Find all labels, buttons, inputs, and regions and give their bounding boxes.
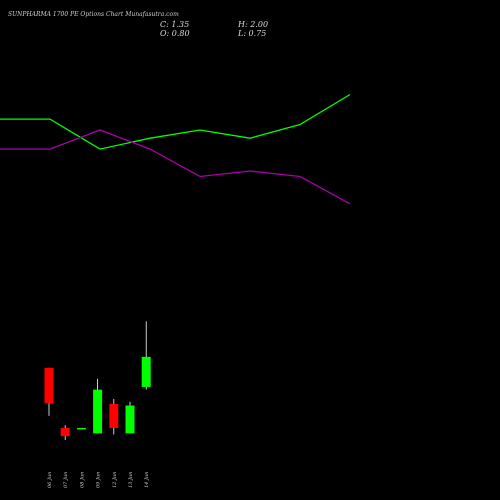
- x-tick-label: 09 Jun: [96, 472, 102, 488]
- candle-body: [141, 356, 151, 387]
- x-tick-label: 14 Jun: [144, 472, 150, 488]
- x-tick-label: 06 Jun: [47, 472, 53, 488]
- x-tick-label: 07 Jun: [63, 472, 69, 488]
- candle-body: [109, 403, 119, 428]
- open-value: O: 0.80: [160, 29, 190, 38]
- close-value: C: 1.35: [160, 20, 190, 29]
- low-value: L: 0.75: [238, 29, 267, 38]
- indicator-line-1: [0, 93, 351, 150]
- candle-body: [60, 427, 70, 437]
- indicator-line-2: [0, 129, 351, 205]
- candle-body: [93, 389, 103, 434]
- candle-body: [44, 367, 54, 404]
- high-value: H: 2.00: [238, 20, 269, 29]
- candle-body: [76, 427, 86, 430]
- x-tick-label: 13 Jun: [128, 472, 134, 488]
- x-tick-label: 08 Jun: [79, 472, 85, 488]
- chart-title: SUNPHARMA 1700 PE Options Chart Munafasu…: [8, 11, 179, 18]
- x-tick-label: 12 Jun: [112, 472, 118, 488]
- candle-body: [125, 405, 135, 434]
